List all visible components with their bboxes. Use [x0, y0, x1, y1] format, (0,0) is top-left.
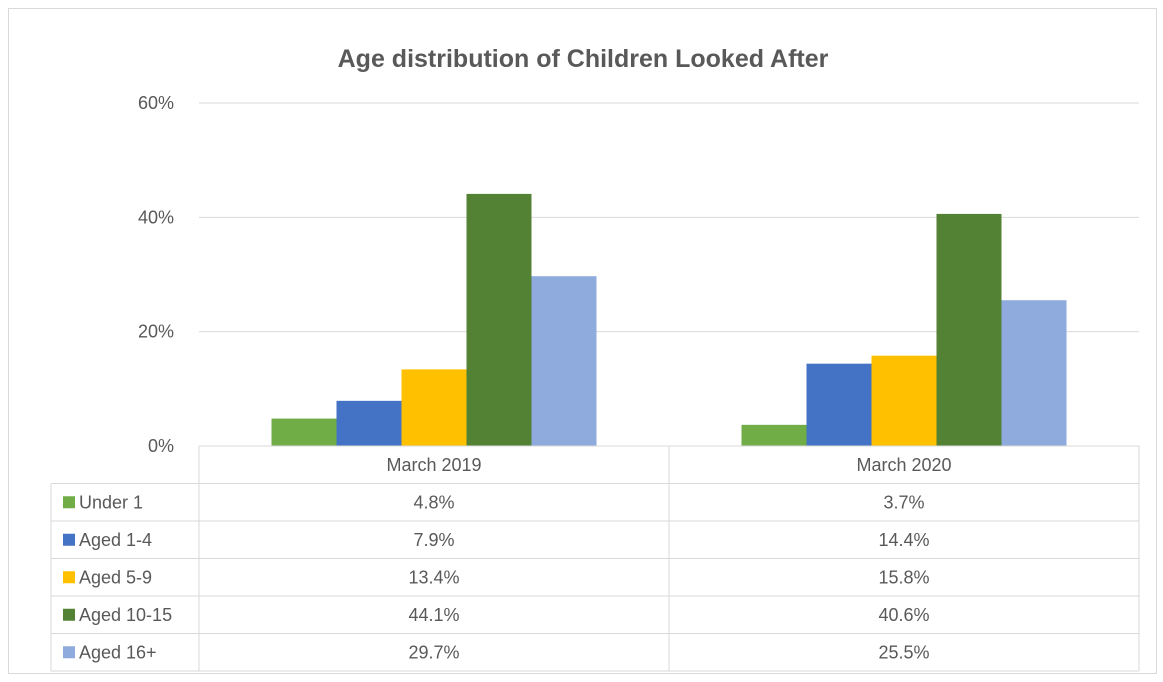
data-label: 14.4% — [878, 530, 929, 550]
data-label: 7.9% — [413, 530, 454, 550]
data-table: March 2019 March 2020 Under 1 4.8% 3.7% Aged … — [50, 445, 1140, 672]
chart: Age distribution of Children Looked Afte… — [50, 45, 1140, 672]
legend-swatch — [63, 608, 75, 621]
data-label: 4.8% — [413, 492, 454, 512]
data-label: 44.1% — [408, 605, 459, 625]
chart-frame: Age distribution of Children Looked Afte… — [8, 8, 1157, 674]
bar — [1001, 300, 1067, 446]
chart-title: Age distribution of Children Looked Afte… — [338, 45, 829, 73]
legend-swatch — [63, 571, 75, 584]
bar — [271, 418, 337, 446]
legend-label: Aged 5-9 — [79, 567, 152, 587]
bar — [871, 355, 937, 446]
y-tick-label: 40% — [138, 207, 174, 227]
bar — [336, 400, 402, 446]
y-tick-label: 0% — [148, 436, 174, 456]
legend-label: Under 1 — [79, 492, 143, 512]
legend-label: Aged 10-15 — [79, 605, 172, 625]
legend-label: Aged 1-4 — [79, 530, 152, 550]
bar — [466, 193, 532, 446]
legend-swatch — [63, 496, 75, 509]
data-label: 13.4% — [408, 567, 459, 587]
y-axis-ticks: 0% 20% 40% 60% — [138, 93, 174, 456]
data-label: 40.6% — [878, 605, 929, 625]
category-label: March 2019 — [386, 455, 481, 475]
category-label: March 2020 — [856, 455, 951, 475]
bar — [741, 424, 807, 446]
bar — [401, 369, 467, 446]
bars — [271, 193, 1067, 446]
legend-swatch — [63, 533, 75, 546]
data-label: 15.8% — [878, 567, 929, 587]
legend-label: Aged 16+ — [79, 642, 157, 662]
data-label: 25.5% — [878, 642, 929, 662]
data-label: 3.7% — [883, 492, 924, 512]
bar — [806, 363, 872, 446]
bar — [531, 276, 597, 446]
y-tick-label: 20% — [138, 322, 174, 342]
data-label: 29.7% — [408, 642, 459, 662]
y-tick-label: 60% — [138, 93, 174, 113]
legend-swatch — [63, 646, 75, 659]
bar — [936, 213, 1002, 446]
